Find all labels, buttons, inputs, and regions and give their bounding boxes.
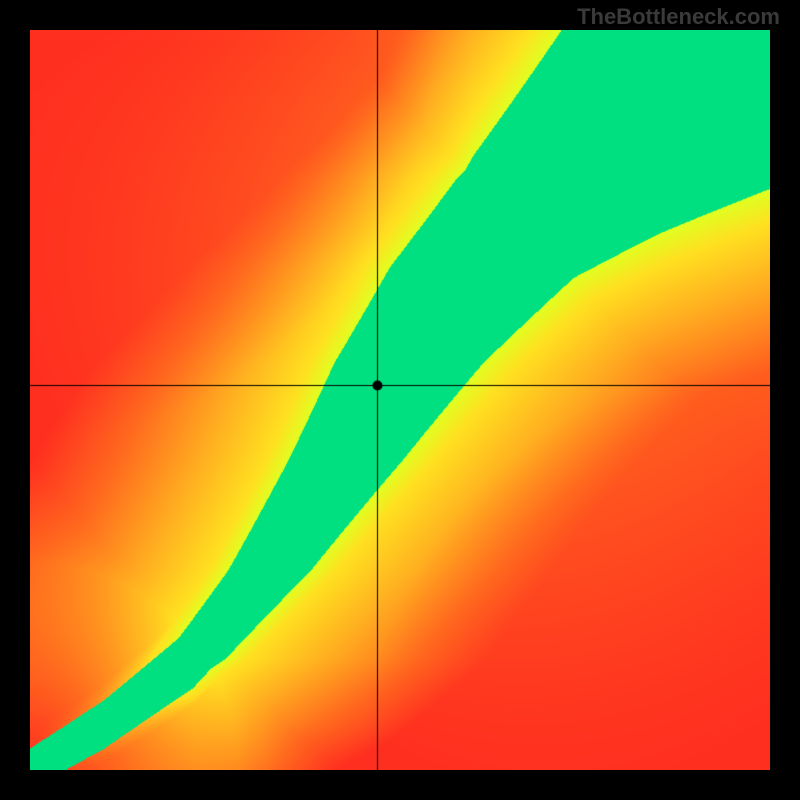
heatmap-canvas: [30, 30, 770, 770]
watermark-text: TheBottleneck.com: [577, 4, 780, 30]
heatmap-plot: [30, 30, 770, 770]
